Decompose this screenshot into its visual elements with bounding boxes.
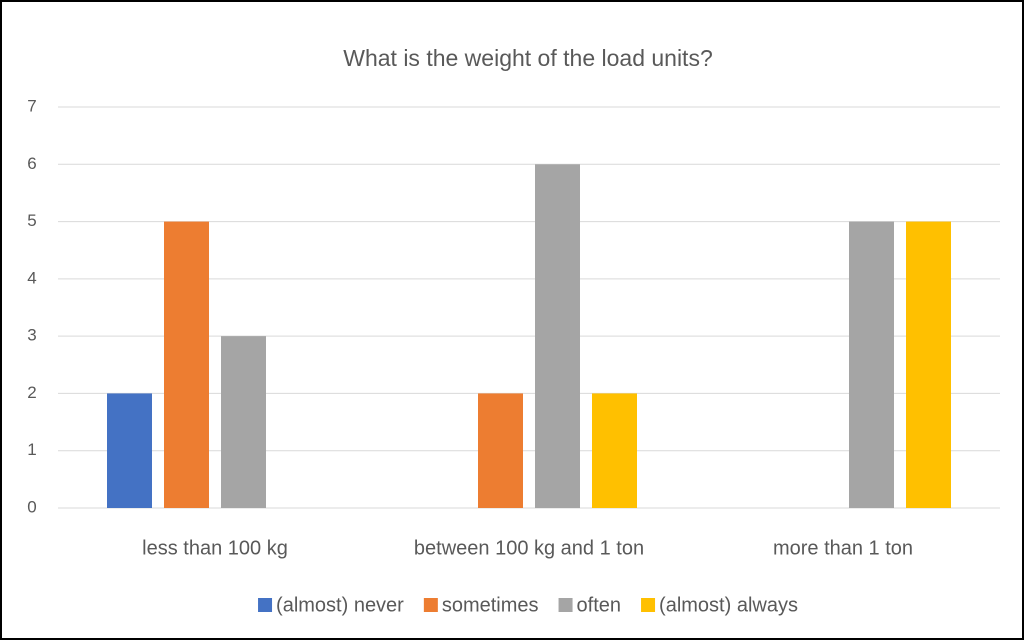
bar [592,393,637,508]
y-tick-label: 6 [27,154,36,173]
y-tick-label: 5 [27,211,36,230]
bar [221,336,266,508]
x-tick-label: more than 1 ton [773,537,913,559]
x-tick-label: between 100 kg and 1 ton [414,537,644,559]
y-tick-label: 2 [27,383,36,402]
y-tick-label: 7 [27,96,36,115]
y-tick-label: 1 [27,440,36,459]
bar [906,221,951,509]
legend-swatch [258,598,273,612]
bar [107,393,152,508]
x-tick-label: less than 100 kg [142,537,288,559]
legend-label: sometimes [442,594,539,616]
legend-label: (almost) always [659,594,798,616]
y-tick-label: 4 [27,268,36,287]
legend-label: often [577,594,621,616]
bar [478,393,523,508]
y-tick-label: 0 [27,497,36,516]
legend-swatch [558,598,573,612]
bar [535,164,580,509]
legend-swatch [423,598,438,612]
bar [849,221,894,509]
y-tick-label: 3 [27,326,36,345]
legend-swatch [641,598,656,612]
bar [164,221,209,509]
chart-title: What is the weight of the load units? [343,45,713,71]
legend-label: (almost) never [276,594,404,616]
